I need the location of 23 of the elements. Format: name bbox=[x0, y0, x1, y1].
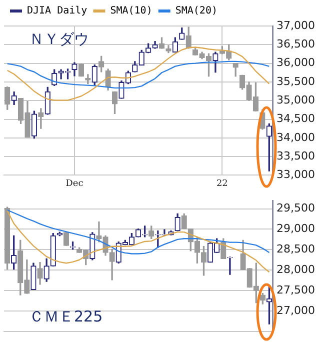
text: ＣＭＥ225 bbox=[29, 307, 103, 326]
y-tick-label: 33,500 bbox=[276, 149, 316, 162]
x-tick-label: 22 bbox=[216, 178, 228, 189]
y-tick-label: 28,500 bbox=[276, 242, 316, 256]
y-tick-label: 34,500 bbox=[276, 112, 316, 126]
y-tick-label: 35,000 bbox=[276, 93, 316, 106]
y-tick-label: 28,000 bbox=[276, 262, 316, 276]
legend-label: SMA(20) bbox=[175, 6, 218, 17]
y-tick-label: 36,000 bbox=[276, 56, 316, 70]
y-tick-label: 27,000 bbox=[276, 304, 316, 317]
y-tick-label: 29,500 bbox=[276, 202, 316, 215]
y-tick-label: 29,000 bbox=[276, 222, 316, 236]
y-tick-label: 34,000 bbox=[276, 130, 316, 144]
candlestick bbox=[38, 108, 44, 129]
y-tick-label: 33,000 bbox=[276, 168, 316, 182]
legend-label: SMA(10) bbox=[110, 6, 152, 17]
y-tick-label: 36,500 bbox=[276, 38, 316, 51]
y-tick-label: 35,500 bbox=[276, 74, 316, 88]
x-tick-label: Dec bbox=[66, 178, 84, 189]
y-tick-label: 37,000 bbox=[276, 18, 316, 32]
chart-title: ＮＹダウ bbox=[29, 30, 89, 48]
y-tick-label: 27,500 bbox=[276, 283, 316, 296]
legend-label: DJIA Daily bbox=[27, 6, 88, 17]
